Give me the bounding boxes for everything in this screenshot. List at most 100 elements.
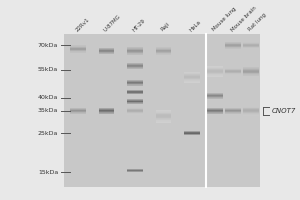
Bar — [156, 110, 171, 123]
Text: HeLa: HeLa — [188, 19, 202, 32]
Bar — [127, 84, 143, 85]
Bar — [243, 106, 259, 107]
Bar — [156, 110, 171, 111]
Bar — [99, 53, 115, 54]
Bar — [207, 67, 223, 68]
Bar — [207, 96, 223, 97]
Bar — [184, 79, 200, 80]
Bar — [243, 74, 259, 75]
Bar — [127, 82, 143, 83]
Bar — [243, 111, 259, 112]
Bar — [243, 69, 259, 70]
Bar — [243, 113, 259, 114]
Bar — [127, 66, 143, 67]
Bar — [184, 74, 200, 75]
Bar — [156, 118, 171, 119]
Text: 25kDa: 25kDa — [38, 131, 58, 136]
Text: Mouse brain: Mouse brain — [230, 5, 257, 32]
Bar — [99, 109, 115, 110]
Bar — [225, 47, 241, 48]
Bar — [70, 111, 86, 112]
Bar — [243, 112, 259, 113]
Bar — [127, 110, 143, 111]
Bar — [225, 45, 241, 46]
Bar — [225, 48, 241, 49]
Bar — [127, 99, 143, 100]
Bar — [70, 112, 86, 113]
Bar — [156, 114, 171, 115]
Bar — [156, 49, 171, 50]
Bar — [70, 46, 86, 47]
Text: Raji: Raji — [160, 22, 171, 32]
Bar — [70, 108, 86, 109]
Bar — [127, 107, 143, 115]
Bar — [225, 68, 241, 75]
Bar — [156, 116, 171, 117]
Bar — [156, 48, 171, 49]
Bar — [184, 77, 200, 78]
Bar — [70, 49, 86, 50]
Bar — [70, 51, 86, 52]
Text: HT-29: HT-29 — [132, 18, 146, 32]
Bar — [99, 112, 115, 113]
Bar — [207, 113, 223, 114]
Bar — [127, 63, 143, 69]
Bar — [243, 68, 259, 69]
Bar — [225, 42, 241, 43]
Bar — [243, 106, 259, 116]
Bar — [99, 113, 115, 114]
Bar — [156, 50, 171, 51]
Bar — [207, 73, 223, 74]
Bar — [225, 46, 241, 47]
Bar — [184, 82, 200, 83]
Bar — [243, 114, 259, 115]
Bar — [156, 122, 171, 123]
Bar — [243, 48, 259, 49]
Bar — [127, 112, 143, 113]
Bar — [225, 111, 241, 112]
Bar — [225, 110, 241, 111]
Bar — [127, 80, 143, 86]
Bar — [243, 70, 259, 71]
Bar — [207, 68, 223, 69]
Bar — [156, 54, 171, 55]
Bar — [184, 72, 200, 83]
Bar — [156, 115, 171, 116]
Bar — [207, 110, 223, 111]
Bar — [225, 109, 241, 110]
Bar — [70, 113, 86, 114]
Bar — [127, 108, 143, 109]
Bar — [207, 93, 223, 94]
Bar — [127, 50, 143, 51]
Bar — [225, 108, 241, 114]
Bar — [225, 112, 241, 113]
Bar — [156, 52, 171, 53]
Bar — [184, 78, 200, 79]
Bar — [243, 110, 259, 111]
Bar — [225, 72, 241, 73]
Bar — [127, 93, 143, 94]
Bar — [156, 111, 171, 112]
Bar — [99, 111, 115, 112]
Bar — [207, 95, 223, 96]
Bar — [127, 85, 143, 86]
Bar — [225, 43, 241, 44]
Bar — [156, 121, 171, 122]
Bar — [225, 71, 241, 72]
Bar — [70, 110, 86, 111]
Bar — [225, 68, 241, 69]
Bar — [99, 110, 115, 111]
Bar — [156, 47, 171, 48]
Bar — [127, 68, 143, 69]
Bar — [225, 113, 241, 114]
Text: CNOT7: CNOT7 — [272, 108, 296, 114]
Bar — [127, 47, 143, 48]
Bar — [207, 112, 223, 113]
Bar — [99, 108, 115, 109]
Bar — [243, 71, 259, 72]
Bar — [127, 48, 143, 49]
Bar — [99, 48, 115, 49]
Bar — [127, 109, 143, 110]
Bar — [127, 54, 143, 55]
Bar — [127, 102, 143, 103]
